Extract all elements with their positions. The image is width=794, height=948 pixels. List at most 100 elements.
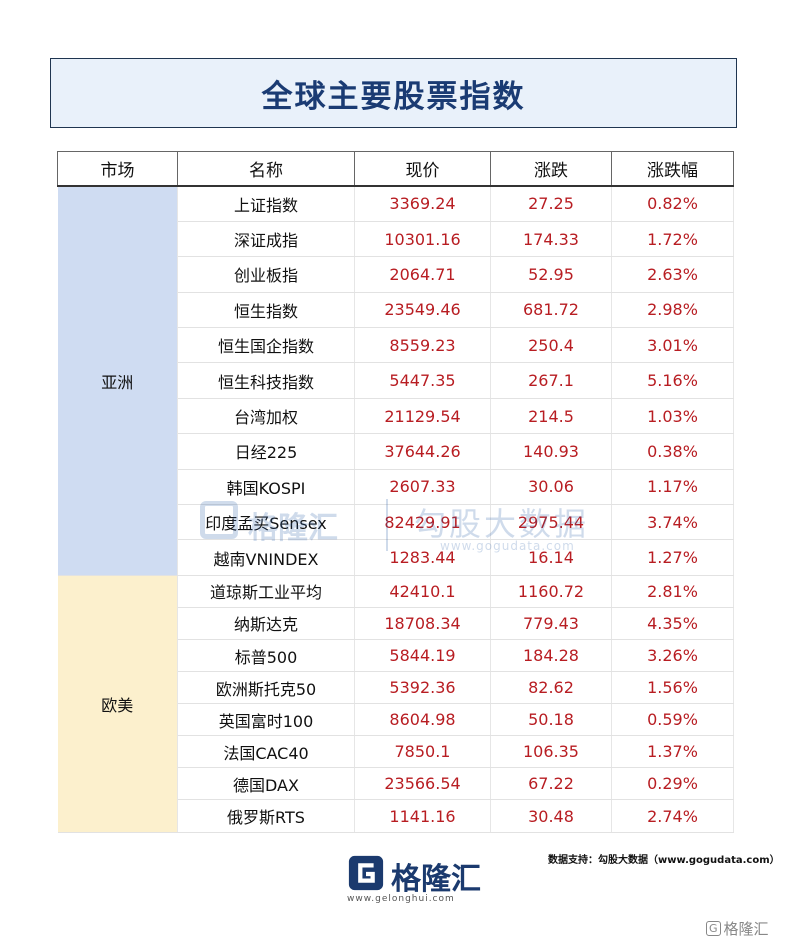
price-cell: 18708.34: [354, 607, 491, 640]
pct-cell: 1.03%: [611, 398, 734, 435]
table-row: 英国富时100 8604.98 50.18 0.59%: [58, 703, 734, 737]
index-name: 德国DAX: [177, 767, 355, 801]
table-row: 标普500 5844.19 184.28 3.26%: [58, 639, 734, 673]
pct-cell: 5.16%: [611, 362, 734, 399]
header-row: 市场 名称 现价 涨跌 涨跌幅: [57, 151, 734, 186]
table-row: 纳斯达克 18708.34 779.43 4.35%: [58, 607, 734, 640]
pct-cell: 2.98%: [611, 292, 734, 329]
price-cell: 23549.46: [354, 292, 491, 329]
pct-cell: 1.37%: [611, 735, 734, 769]
table-row: 恒生国企指数 8559.23 250.4 3.01%: [58, 327, 734, 364]
price-cell: 37644.26: [354, 433, 491, 470]
pct-cell: 3.26%: [611, 639, 734, 673]
index-name: 俄罗斯RTS: [177, 799, 355, 833]
table-row: 越南VNINDEX 1283.44 16.14 1.27%: [58, 539, 734, 576]
change-cell: 82.62: [490, 671, 612, 705]
change-cell: 30.48: [490, 799, 612, 833]
change-cell: 184.28: [490, 639, 612, 673]
price-cell: 5447.35: [354, 362, 491, 399]
change-cell: 250.4: [490, 327, 612, 364]
price-cell: 21129.54: [354, 398, 491, 435]
table-row: 日经225 37644.26 140.93 0.38%: [58, 433, 734, 470]
change-cell: 27.25: [490, 185, 612, 222]
index-name: 法国CAC40: [177, 735, 355, 769]
index-name: 日经225: [177, 433, 355, 470]
pct-cell: 1.17%: [611, 469, 734, 506]
table-row: 俄罗斯RTS 1141.16 30.48 2.74%: [58, 799, 734, 833]
index-name: 恒生指数: [177, 292, 355, 329]
pct-cell: 0.82%: [611, 185, 734, 222]
pct-cell: 1.56%: [611, 671, 734, 705]
index-name: 英国富时100: [177, 703, 355, 737]
index-name: 道琼斯工业平均: [177, 575, 355, 608]
change-cell: 50.18: [490, 703, 612, 737]
change-cell: 1160.72: [490, 575, 612, 608]
change-cell: 16.14: [490, 539, 612, 576]
pct-cell: 2.81%: [611, 575, 734, 608]
change-cell: 52.95: [490, 256, 612, 293]
pct-cell: 3.01%: [611, 327, 734, 364]
change-cell: 267.1: [490, 362, 612, 399]
price-cell: 5844.19: [354, 639, 491, 673]
table-row: 德国DAX 23566.54 67.22 0.29%: [58, 767, 734, 801]
price-cell: 10301.16: [354, 221, 491, 258]
table-row: 亚洲 上证指数 3369.24 27.25 0.82%: [57, 185, 734, 576]
price-cell: 1283.44: [354, 539, 491, 576]
index-name: 恒生国企指数: [177, 327, 355, 364]
index-name: 标普500: [177, 639, 355, 673]
header-price: 现价: [354, 151, 491, 186]
table-row: 韩国KOSPI 2607.33 30.06 1.17%: [58, 469, 734, 506]
change-cell: 106.35: [490, 735, 612, 769]
table-row: 印度孟买Sensex 82429.91 2975.44 3.74%: [58, 504, 734, 541]
price-cell: 7850.1: [354, 735, 491, 769]
index-name: 欧洲斯托克50: [177, 671, 355, 705]
index-name: 越南VNINDEX: [177, 539, 355, 576]
page-title: 全球主要股票指数: [261, 78, 526, 115]
price-cell: 2607.33: [354, 469, 491, 506]
index-name: 深证成指: [177, 221, 355, 258]
source-note: 数据支持：勾股大数据（www.gogudata.com）: [548, 855, 780, 866]
change-cell: 67.22: [490, 767, 612, 801]
corner-watermark: G 格隆汇: [706, 918, 769, 939]
change-cell: 2975.44: [490, 504, 612, 541]
pct-cell: 2.63%: [611, 256, 734, 293]
pct-cell: 0.38%: [611, 433, 734, 470]
price-cell: 5392.36: [354, 671, 491, 705]
region-label: 欧美: [57, 575, 178, 833]
price-cell: 1141.16: [354, 799, 491, 833]
corner-logo-icon: G: [706, 921, 721, 936]
footer-logo: 格隆汇 www.gelonghui.com: [347, 852, 487, 904]
price-cell: 2064.71: [354, 256, 491, 293]
logo-url: www.gelonghui.com: [347, 894, 455, 904]
logo-name: 格隆汇: [391, 862, 481, 897]
index-name: 纳斯达克: [177, 607, 355, 640]
price-cell: 82429.91: [354, 504, 491, 541]
corner-brand: 格隆汇: [723, 920, 769, 938]
index-name: 创业板指: [177, 256, 355, 293]
table-row: 恒生指数 23549.46 681.72 2.98%: [58, 292, 734, 329]
pct-cell: 1.72%: [611, 221, 734, 258]
index-name: 恒生科技指数: [177, 362, 355, 399]
header-name: 名称: [177, 151, 355, 186]
index-name: 韩国KOSPI: [177, 469, 355, 506]
pct-cell: 4.35%: [611, 607, 734, 640]
change-cell: 30.06: [490, 469, 612, 506]
price-cell: 8559.23: [354, 327, 491, 364]
pct-cell: 0.59%: [611, 703, 734, 737]
index-name: 台湾加权: [177, 398, 355, 435]
price-cell: 8604.98: [354, 703, 491, 737]
index-name: 印度孟买Sensex: [177, 504, 355, 541]
region-label: 亚洲: [57, 185, 178, 576]
table-row: 创业板指 2064.71 52.95 2.63%: [58, 256, 734, 293]
table-row: 法国CAC40 7850.1 106.35 1.37%: [58, 735, 734, 769]
index-name: 上证指数: [177, 185, 355, 222]
table-row: 恒生科技指数 5447.35 267.1 5.16%: [58, 362, 734, 399]
table-row: 深证成指 10301.16 174.33 1.72%: [58, 221, 734, 258]
change-cell: 174.33: [490, 221, 612, 258]
pct-cell: 3.74%: [611, 504, 734, 541]
change-cell: 140.93: [490, 433, 612, 470]
price-cell: 42410.1: [354, 575, 491, 608]
table-row: 欧美 道琼斯工业平均 42410.1 1160.72 2.81%: [57, 575, 734, 833]
pct-cell: 2.74%: [611, 799, 734, 833]
pct-cell: 0.29%: [611, 767, 734, 801]
